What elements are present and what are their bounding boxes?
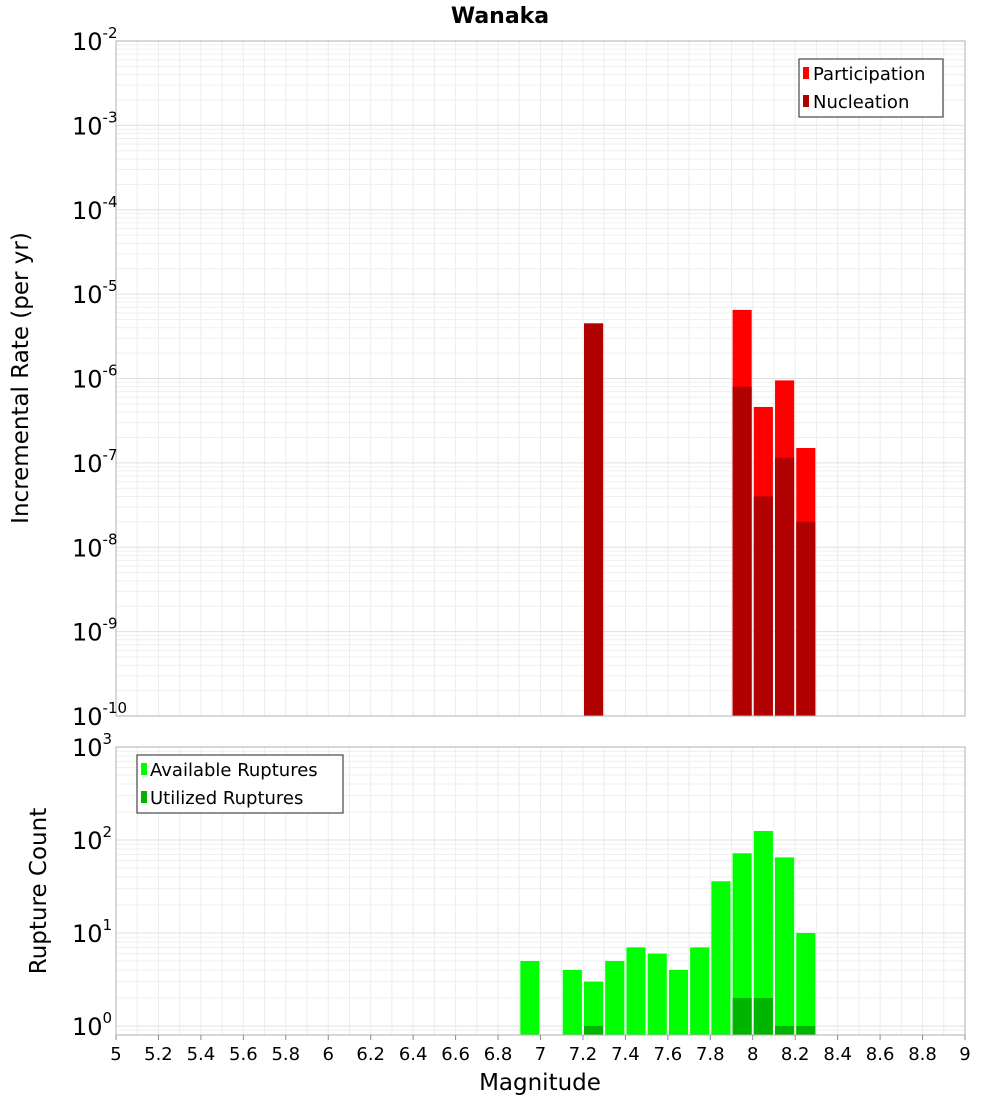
top-plot-panel: 10-2 10-3 10-4 10-5 10-6 10-7 10-8 10-9 10-10 In… [8,24,966,731]
top-y-tick-label: 10-9 [72,615,118,647]
bottom-bar-utilized-ruptures [732,997,752,1035]
bottom-bar-available-ruptures [753,830,773,1035]
legend-swatch-available [141,763,147,775]
top-legend: Participation Nucleation [798,58,944,118]
x-tick-label: 7.4 [611,1044,640,1065]
top-bar-nucleation [732,386,752,716]
bottom-bar-utilized-ruptures [584,1025,604,1035]
bottom-bars [520,830,816,1035]
x-tick-label: 6.8 [484,1044,513,1065]
top-y-tick-label: 10-5 [72,277,118,309]
x-tick-label: 5.8 [271,1044,300,1065]
bottom-bar-available-ruptures [584,981,604,1035]
bottom-y-tick-label: 101 [72,916,112,948]
bottom-bar-utilized-ruptures [796,1025,816,1035]
legend-swatch-participation [803,67,809,79]
x-tick-label: 7.8 [696,1044,725,1065]
bottom-y-ticks: 103 102 101 100 [72,730,112,1041]
x-tick-label: 6 [323,1044,334,1065]
legend-label-participation: Participation [813,64,925,85]
bottom-bar-available-ruptures [732,853,752,1035]
x-tick-label: 5.2 [144,1044,173,1065]
x-tick-label: 5.6 [229,1044,258,1065]
bottom-y-tick-label: 100 [72,1009,112,1041]
top-bar-nucleation [775,457,795,716]
bottom-bar-available-ruptures [668,969,689,1035]
x-tick-label: 8 [747,1044,758,1065]
top-y-tick-label: 10-10 [72,699,127,731]
top-y-tick-label: 10-6 [72,362,118,394]
bottom-bar-available-ruptures [562,969,582,1035]
top-y-tick-label: 10-2 [72,24,118,56]
bottom-bar-available-ruptures [796,932,816,1035]
x-tick-label: 6.6 [441,1044,470,1065]
top-y-tick-label: 10-8 [72,530,118,562]
x-tick-label: 7.6 [654,1044,683,1065]
bottom-bar-available-ruptures [711,881,731,1035]
bottom-bar-utilized-ruptures [775,1025,795,1035]
x-tick-label: 8.2 [781,1044,810,1065]
bottom-legend: Available Ruptures Utilized Ruptures [136,754,344,814]
x-tick-label: 5.4 [187,1044,216,1065]
legend-label-utilized: Utilized Ruptures [150,788,303,809]
bottom-y-axis-title: Rupture Count [26,808,52,974]
legend-label-nucleation: Nucleation [813,92,909,113]
x-tick-label: 7.2 [569,1044,598,1065]
bottom-y-tick-label: 102 [72,823,112,855]
top-grid [115,40,966,717]
legend-label-available: Available Ruptures [150,760,318,781]
bottom-plot-panel: 103 102 101 100 5 5.2 5.4 5.6 5.8 6 6.2 6.4 6.6 6.8 7… [26,730,971,1096]
x-tick-label: 9 [959,1044,970,1065]
bottom-bar-available-ruptures [647,953,667,1035]
top-bar-nucleation [584,323,604,716]
bottom-bar-available-ruptures [690,947,710,1035]
top-bar-nucleation [753,496,773,716]
bottom-legend-box [136,754,344,814]
top-legend-box [798,58,944,118]
bottom-bar-utilized-ruptures [753,997,773,1035]
top-y-tick-label: 10-4 [72,193,118,225]
x-tick-label: 7 [535,1044,546,1065]
bottom-bar-available-ruptures [605,960,625,1035]
x-tick-label: 5 [110,1044,121,1065]
x-tick-label: 6.4 [399,1044,428,1065]
x-tick-label: 6.2 [356,1044,385,1065]
legend-swatch-nucleation [803,95,809,107]
top-plot-border [115,40,966,717]
top-y-ticks: 10-2 10-3 10-4 10-5 10-6 10-7 10-8 10-9 10-10 [72,24,127,731]
top-bars [584,309,816,716]
bottom-bar-available-ruptures [775,857,795,1035]
top-y-tick-label: 10-3 [72,108,118,140]
bottom-bar-available-ruptures [626,947,646,1035]
bottom-bar-available-ruptures [520,960,540,1035]
top-y-tick-label: 10-7 [72,446,118,478]
bottom-y-tick-label: 103 [72,730,112,762]
x-axis-title: Magnitude [479,1070,601,1096]
x-tick-label: 8.4 [823,1044,852,1065]
x-tick-label: 8.8 [908,1044,937,1065]
legend-swatch-utilized [141,791,147,803]
x-ticks: 5 5.2 5.4 5.6 5.8 6 6.2 6.4 6.6 6.8 7 7.2 7.4 7.6 7.8 8… [110,1035,971,1065]
chart-title: Wanaka [451,4,549,29]
x-tick-label: 8.6 [866,1044,895,1065]
top-y-axis-title: Incremental Rate (per yr) [8,232,34,524]
top-bar-nucleation [796,521,816,716]
